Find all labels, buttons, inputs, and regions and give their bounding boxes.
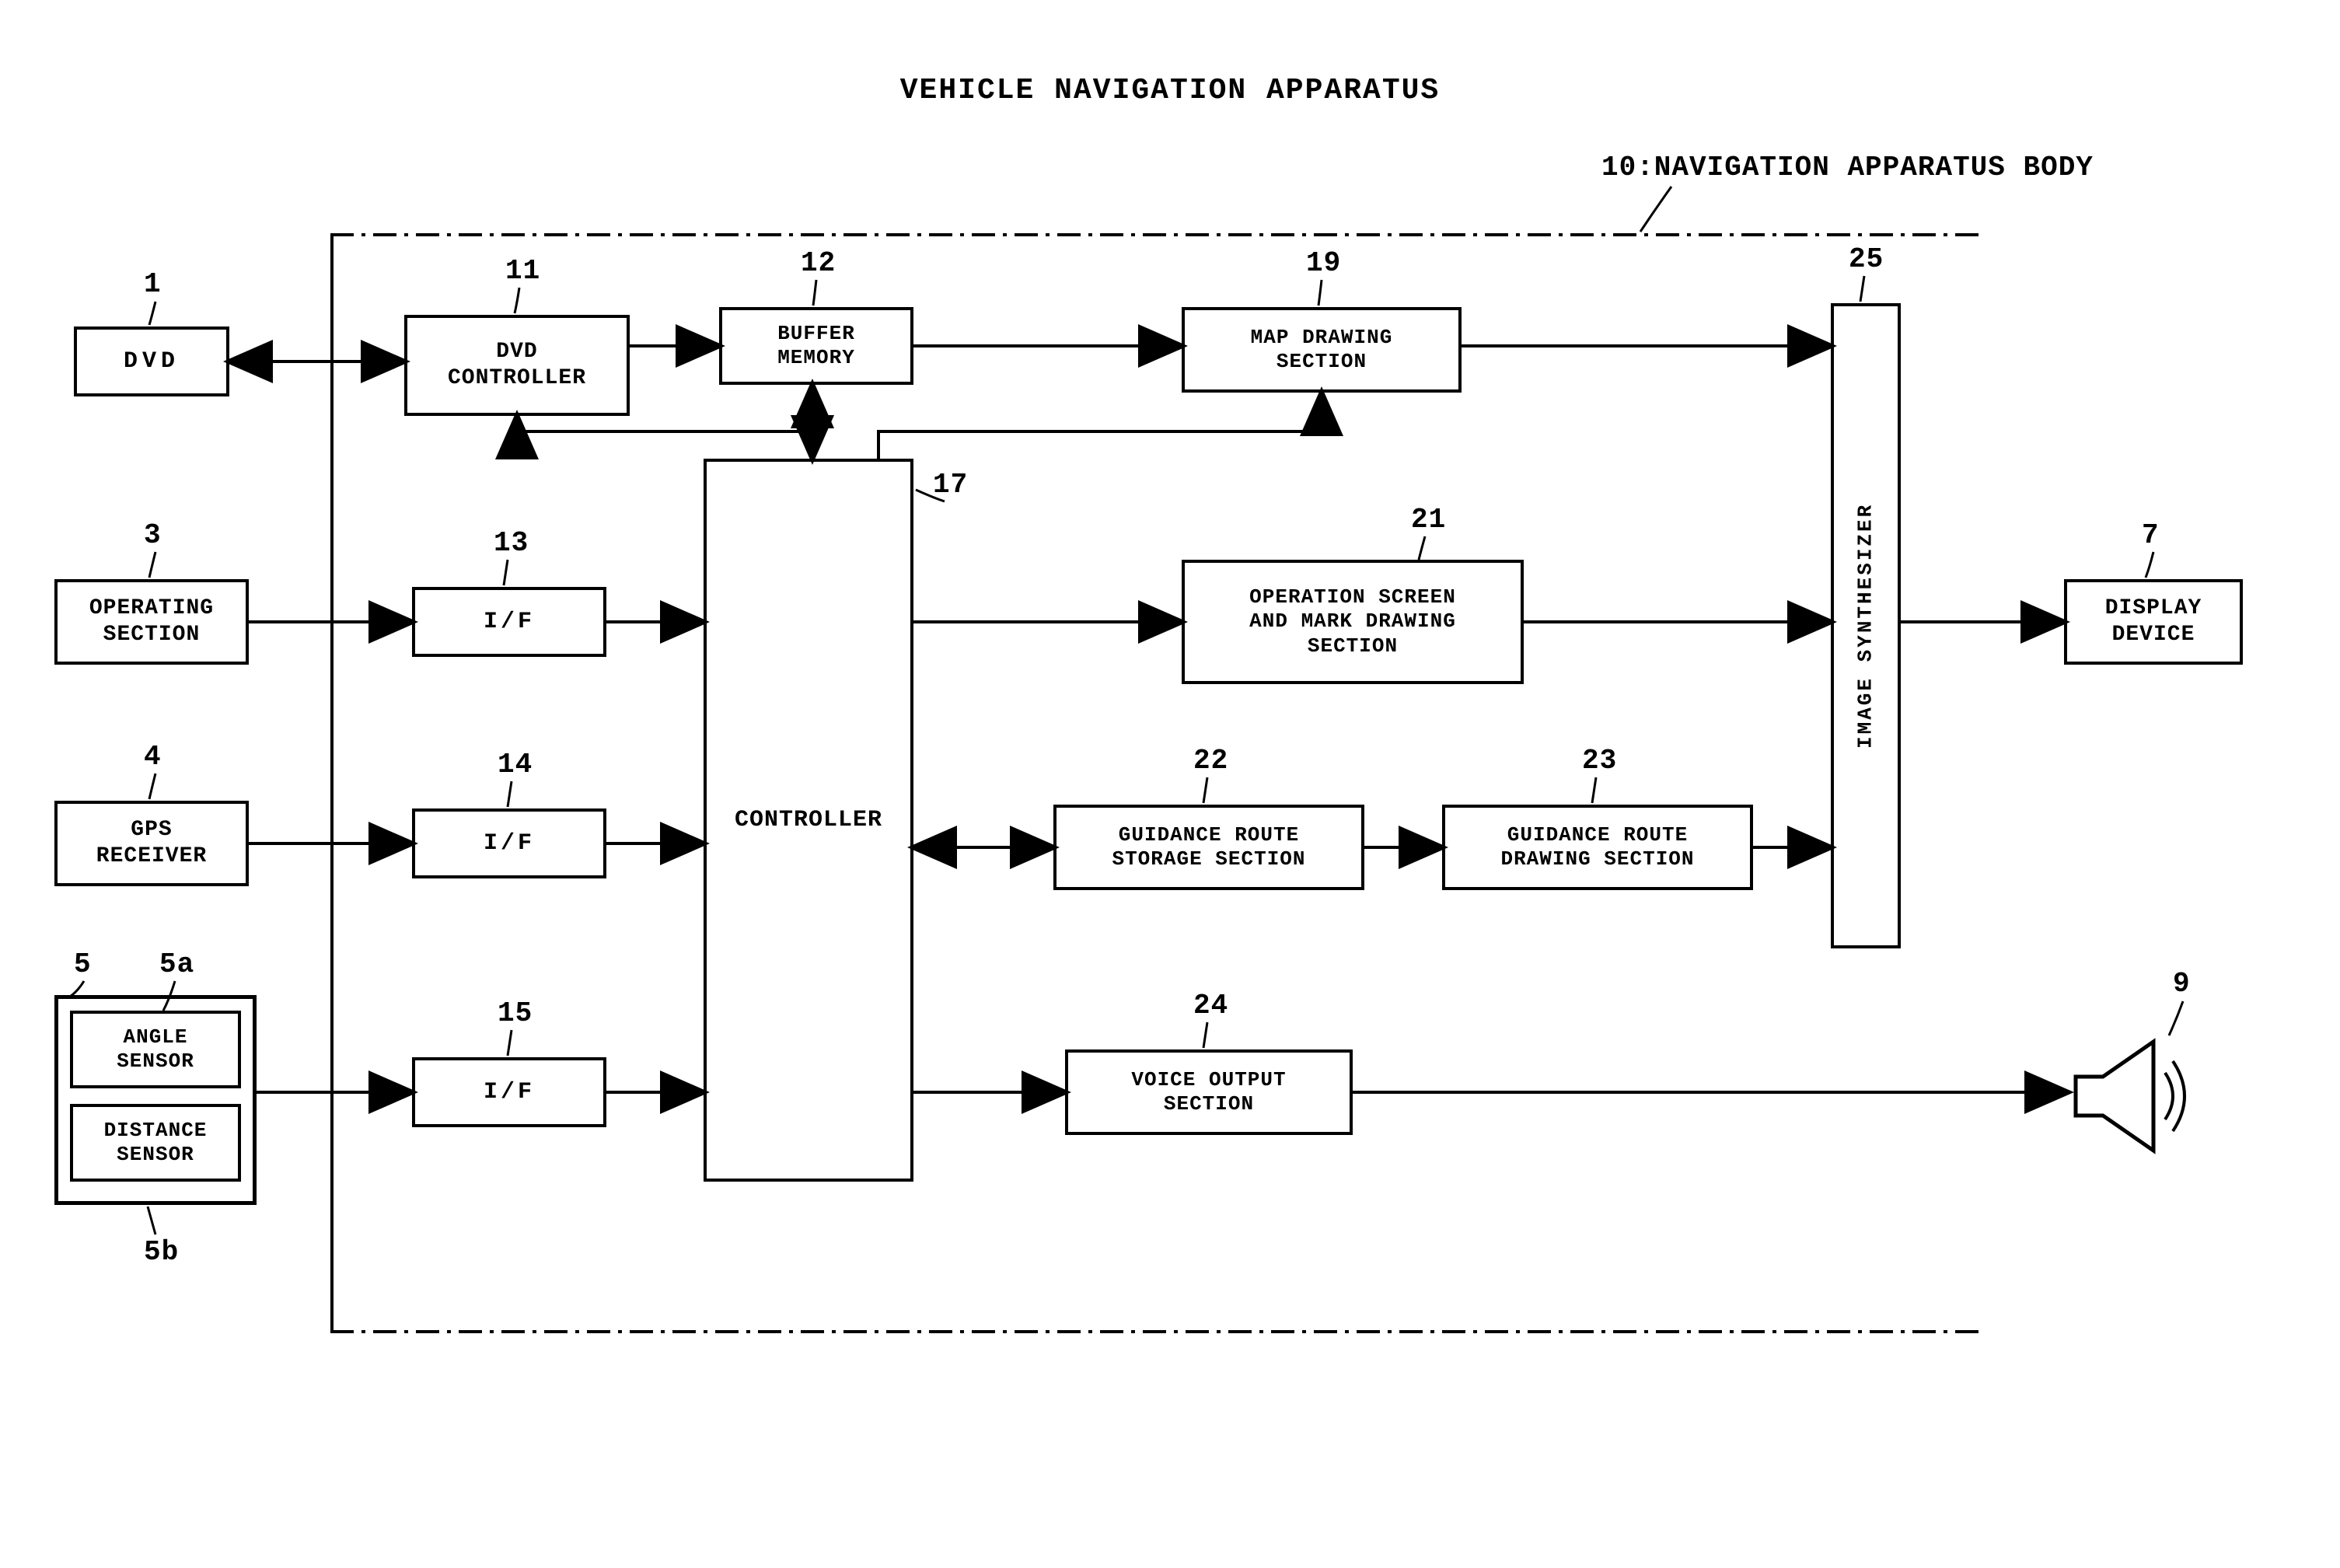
box-map-draw: MAP DRAWINGSECTION <box>1182 307 1462 393</box>
ref-24: 24 <box>1193 990 1228 1021</box>
ref-5a: 5a <box>159 948 194 980</box>
box-route-draw: GUIDANCE ROUTEDRAWING SECTION <box>1442 805 1753 890</box>
body-label: 10:NAVIGATION APPARATUS BODY <box>1601 152 2094 183</box>
box-gps: GPSRECEIVER <box>54 801 249 886</box>
ref-15: 15 <box>498 997 533 1029</box>
ref-21: 21 <box>1411 504 1446 536</box>
ref-1: 1 <box>144 268 162 300</box>
ref-17: 17 <box>933 469 968 501</box>
ref-7: 7 <box>2142 519 2160 551</box>
ref-9: 9 <box>2173 968 2191 1000</box>
speaker-icon <box>2068 1034 2192 1158</box>
ref-11: 11 <box>505 255 540 287</box>
box-if14: I/F <box>412 808 606 878</box>
ref-23: 23 <box>1582 745 1617 777</box>
box-if15: I/F <box>412 1057 606 1127</box>
ref-5b: 5b <box>144 1236 179 1268</box>
box-operating: OPERATINGSECTION <box>54 579 249 665</box>
ref-3: 3 <box>144 519 162 551</box>
ref-12: 12 <box>801 247 836 279</box>
ref-25: 25 <box>1849 243 1884 275</box>
diagram-title: VEHICLE NAVIGATION APPARATUS <box>0 74 2340 107</box>
box-dvd-controller: DVDCONTROLLER <box>404 315 630 416</box>
ref-19: 19 <box>1306 247 1341 279</box>
box-dvd: DVD <box>74 327 229 396</box>
box-controller: CONTROLLER <box>704 459 913 1182</box>
box-route-storage: GUIDANCE ROUTESTORAGE SECTION <box>1053 805 1364 890</box>
ref-14: 14 <box>498 749 533 781</box>
ref-22: 22 <box>1193 745 1228 777</box>
ref-5: 5 <box>74 948 92 980</box>
box-angle-sensor: ANGLESENSOR <box>70 1011 241 1088</box>
ref-13: 13 <box>494 527 529 559</box>
ref-4: 4 <box>144 741 162 773</box>
box-buffer: BUFFERMEMORY <box>719 307 913 385</box>
box-voice: VOICE OUTPUTSECTION <box>1065 1049 1353 1135</box>
box-if13: I/F <box>412 587 606 657</box>
box-display: DISPLAYDEVICE <box>2064 579 2243 665</box>
box-image-synth: IMAGE SYNTHESIZER <box>1831 303 1901 948</box>
box-distance-sensor: DISTANCESENSOR <box>70 1104 241 1182</box>
box-op-screen: OPERATION SCREENAND MARK DRAWINGSECTION <box>1182 560 1524 684</box>
